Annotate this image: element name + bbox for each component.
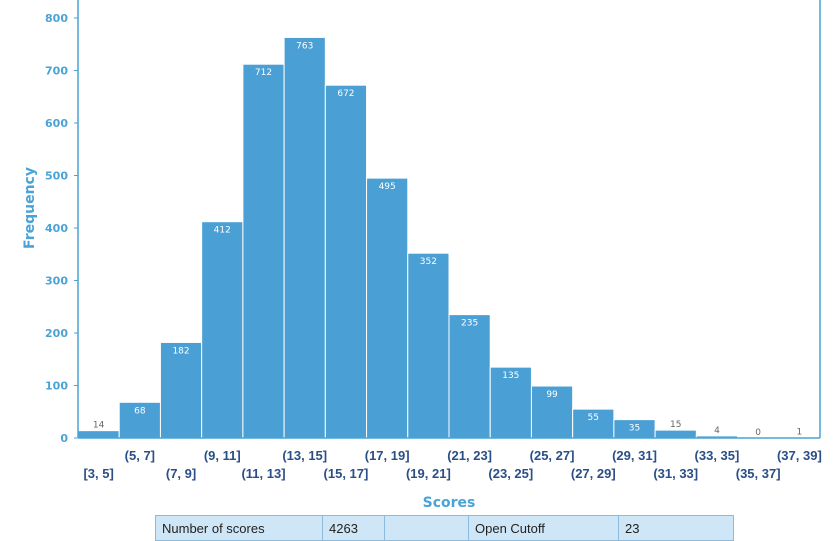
- open-cutoff-label: Open Cutoff: [468, 515, 619, 541]
- bar: [283, 36, 326, 439]
- x-tick-label: (13, 15]: [282, 448, 327, 463]
- stats-spacer-cell: [384, 515, 469, 541]
- y-axis-title: Frequency: [22, 167, 38, 249]
- bars-group: [77, 36, 821, 439]
- number-of-scores-value: 4263: [322, 515, 385, 541]
- stats-row: Number of scores 4263 Open Cutoff 23: [155, 515, 734, 541]
- bar-data-label: 55: [588, 413, 599, 423]
- bar-data-label: 235: [461, 319, 478, 329]
- bar-data-label: 495: [379, 182, 396, 192]
- y-tick-label: 100: [45, 380, 68, 393]
- x-tick-label: (31, 33]: [653, 466, 698, 481]
- x-tick-label: (29, 31]: [612, 448, 657, 463]
- x-tick-label: (37, 39]: [777, 448, 822, 463]
- y-tick-label: 200: [45, 327, 68, 340]
- y-tick-label: 800: [45, 12, 68, 25]
- x-tick-label: (25, 27]: [530, 448, 575, 463]
- bar-data-label: 99: [546, 390, 558, 400]
- bar: [324, 84, 368, 439]
- bar-data-label: 1: [797, 427, 803, 437]
- number-of-scores-label: Number of scores: [155, 515, 323, 541]
- bar-data-label: 352: [420, 257, 437, 267]
- x-axis-title: Scores: [423, 495, 476, 511]
- bar: [448, 314, 491, 439]
- bar: [242, 63, 285, 439]
- bar-data-label: 672: [337, 89, 354, 99]
- bar-data-label: 182: [172, 346, 189, 356]
- bar-data-label: 0: [755, 428, 761, 438]
- bar-data-label: 712: [255, 68, 272, 78]
- bar-data-label: 4: [714, 426, 720, 436]
- x-tick-label: (9, 11]: [204, 448, 241, 463]
- bar: [159, 341, 203, 439]
- y-tick-label: 0: [60, 432, 68, 445]
- y-tick-label: 500: [45, 170, 68, 183]
- bar-data-label: 763: [296, 41, 313, 51]
- x-tick-label: (27, 29]: [571, 466, 616, 481]
- bar-data-label: 412: [214, 226, 231, 236]
- bar-data-label: 35: [629, 424, 640, 434]
- bar: [77, 430, 120, 439]
- bar-data-label: 135: [502, 371, 519, 381]
- bar-data-label: 15: [670, 420, 681, 430]
- y-axis-ticks: 0 100 200 300 400 500 600 700 800: [45, 12, 78, 445]
- x-tick-label: (21, 23]: [447, 448, 492, 463]
- x-tick-label: (23, 25]: [488, 466, 533, 481]
- open-cutoff-value: 23: [618, 515, 734, 541]
- stats-table: Number of scores 4263 Open Cutoff 23: [155, 515, 734, 541]
- x-tick-label: (17, 19]: [365, 448, 410, 463]
- bar: [407, 252, 450, 439]
- y-tick-label: 400: [45, 222, 68, 235]
- bar-data-label: 14: [93, 421, 105, 431]
- x-tick-label: (33, 35]: [695, 448, 740, 463]
- x-axis-tick-labels: [3, 5] (5, 7] (7, 9] (9, 11](11, 13] (13, 15…: [83, 448, 821, 481]
- bar: [366, 177, 409, 439]
- y-tick-label: 700: [45, 65, 68, 78]
- x-tick-label: (11, 13]: [241, 466, 285, 481]
- x-tick-label: (7, 9]: [166, 466, 196, 481]
- data-labels-group: 14 68 182 412 712 763 672 495 352 235 135 99 55 35 15 4…: [93, 41, 802, 438]
- bar-data-label: 68: [134, 406, 146, 416]
- bar: [654, 429, 697, 439]
- x-tick-label: (5, 7]: [125, 448, 155, 463]
- x-tick-label: [3, 5]: [83, 466, 113, 481]
- y-tick-label: 300: [45, 275, 68, 288]
- x-tick-label: (19, 21]: [406, 466, 451, 481]
- x-tick-label: (15, 17]: [324, 466, 369, 481]
- y-tick-label: 600: [45, 117, 68, 130]
- x-tick-label: (35, 37]: [736, 466, 781, 481]
- bar: [201, 221, 244, 439]
